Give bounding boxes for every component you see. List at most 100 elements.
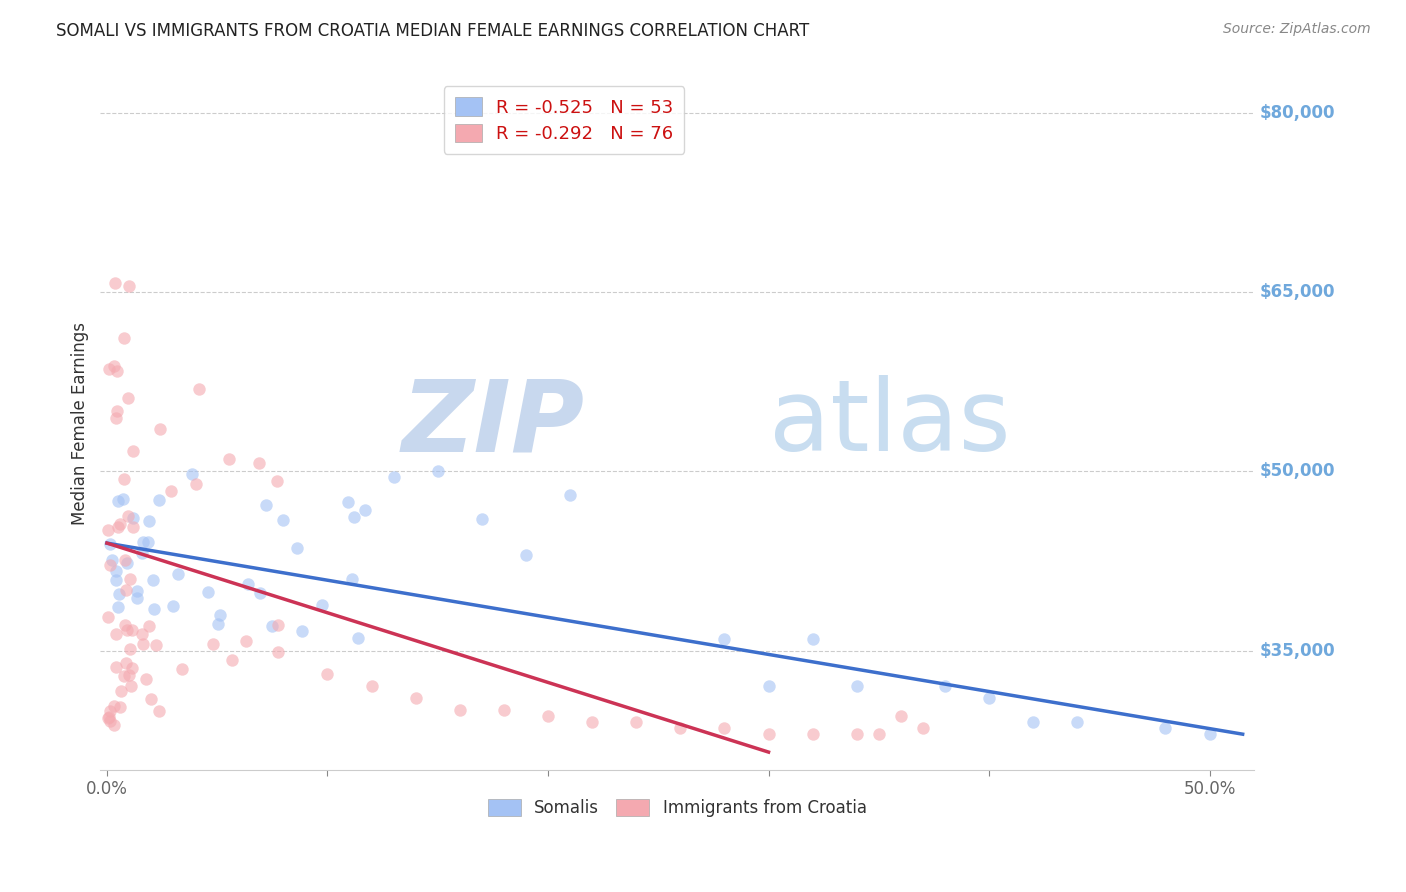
Point bbox=[97, 711, 120, 725]
Point bbox=[117, 391, 139, 405]
Text: ZIP: ZIP bbox=[402, 376, 585, 472]
Point bbox=[801, 727, 824, 741]
Point bbox=[97, 710, 120, 724]
Point bbox=[115, 583, 138, 598]
Point bbox=[713, 632, 735, 646]
Point bbox=[977, 691, 1000, 706]
Point bbox=[98, 537, 121, 551]
Point bbox=[537, 709, 560, 723]
Point bbox=[149, 422, 172, 436]
Point bbox=[285, 541, 308, 555]
Point bbox=[845, 727, 868, 741]
Point bbox=[103, 718, 125, 732]
Point bbox=[197, 584, 219, 599]
Point bbox=[159, 483, 181, 498]
Point bbox=[118, 667, 141, 681]
Point bbox=[162, 599, 184, 613]
Point bbox=[1022, 715, 1045, 730]
Point bbox=[105, 364, 128, 378]
Point bbox=[115, 556, 138, 570]
Text: $65,000: $65,000 bbox=[1260, 284, 1334, 301]
Point bbox=[311, 599, 333, 613]
Point bbox=[713, 721, 735, 735]
Point bbox=[117, 508, 139, 523]
Point bbox=[98, 705, 121, 719]
Point bbox=[143, 602, 166, 616]
Point bbox=[340, 572, 363, 586]
Point bbox=[112, 492, 135, 507]
Point bbox=[343, 509, 366, 524]
Point bbox=[145, 638, 167, 652]
Point bbox=[266, 474, 288, 488]
Point bbox=[354, 502, 377, 516]
Point bbox=[801, 632, 824, 646]
Point bbox=[122, 511, 145, 525]
Point bbox=[118, 573, 141, 587]
Point bbox=[626, 715, 648, 730]
Point bbox=[101, 553, 124, 567]
Point bbox=[105, 404, 128, 418]
Point bbox=[125, 591, 148, 606]
Point bbox=[202, 637, 225, 651]
Point bbox=[426, 465, 449, 479]
Point bbox=[138, 514, 160, 528]
Point bbox=[110, 683, 132, 698]
Text: atlas: atlas bbox=[769, 376, 1011, 472]
Point bbox=[291, 624, 314, 638]
Point bbox=[98, 558, 121, 573]
Point bbox=[121, 520, 143, 534]
Point bbox=[120, 642, 142, 657]
Point bbox=[135, 672, 157, 686]
Point bbox=[132, 534, 155, 549]
Point bbox=[107, 599, 129, 614]
Point bbox=[207, 616, 229, 631]
Point bbox=[236, 577, 259, 591]
Point bbox=[911, 721, 934, 735]
Point bbox=[890, 709, 912, 723]
Point bbox=[247, 456, 270, 470]
Point bbox=[131, 637, 153, 651]
Point bbox=[120, 679, 142, 693]
Point bbox=[471, 512, 494, 526]
Point bbox=[347, 631, 370, 645]
Point bbox=[121, 443, 143, 458]
Text: SOMALI VS IMMIGRANTS FROM CROATIA MEDIAN FEMALE EARNINGS CORRELATION CHART: SOMALI VS IMMIGRANTS FROM CROATIA MEDIAN… bbox=[56, 22, 810, 40]
Point bbox=[131, 546, 153, 560]
Point bbox=[105, 627, 128, 641]
Point bbox=[758, 727, 780, 741]
Point bbox=[103, 276, 125, 290]
Point bbox=[139, 691, 162, 706]
Point bbox=[136, 535, 159, 549]
Point bbox=[110, 700, 132, 714]
Point bbox=[105, 573, 128, 587]
Point bbox=[148, 704, 170, 718]
Point bbox=[337, 495, 360, 509]
Point bbox=[449, 703, 471, 717]
Point bbox=[114, 618, 136, 632]
Point bbox=[118, 278, 141, 293]
Point bbox=[1066, 715, 1088, 730]
Point bbox=[148, 493, 170, 508]
Point bbox=[103, 359, 125, 373]
Point bbox=[1154, 721, 1177, 735]
Point bbox=[170, 662, 193, 676]
Point bbox=[98, 714, 121, 729]
Point bbox=[142, 573, 165, 587]
Point bbox=[107, 520, 129, 534]
Y-axis label: Median Female Earnings: Median Female Earnings bbox=[72, 322, 89, 525]
Point bbox=[405, 691, 427, 706]
Point bbox=[103, 698, 125, 713]
Text: $50,000: $50,000 bbox=[1260, 462, 1334, 481]
Point bbox=[108, 517, 131, 532]
Point bbox=[492, 703, 515, 717]
Point bbox=[131, 627, 153, 641]
Point bbox=[167, 566, 190, 581]
Point bbox=[104, 411, 127, 425]
Point bbox=[186, 476, 208, 491]
Point bbox=[97, 523, 120, 537]
Point bbox=[107, 494, 129, 508]
Point bbox=[112, 472, 135, 486]
Point bbox=[97, 609, 120, 624]
Point bbox=[558, 488, 581, 502]
Point bbox=[235, 634, 257, 648]
